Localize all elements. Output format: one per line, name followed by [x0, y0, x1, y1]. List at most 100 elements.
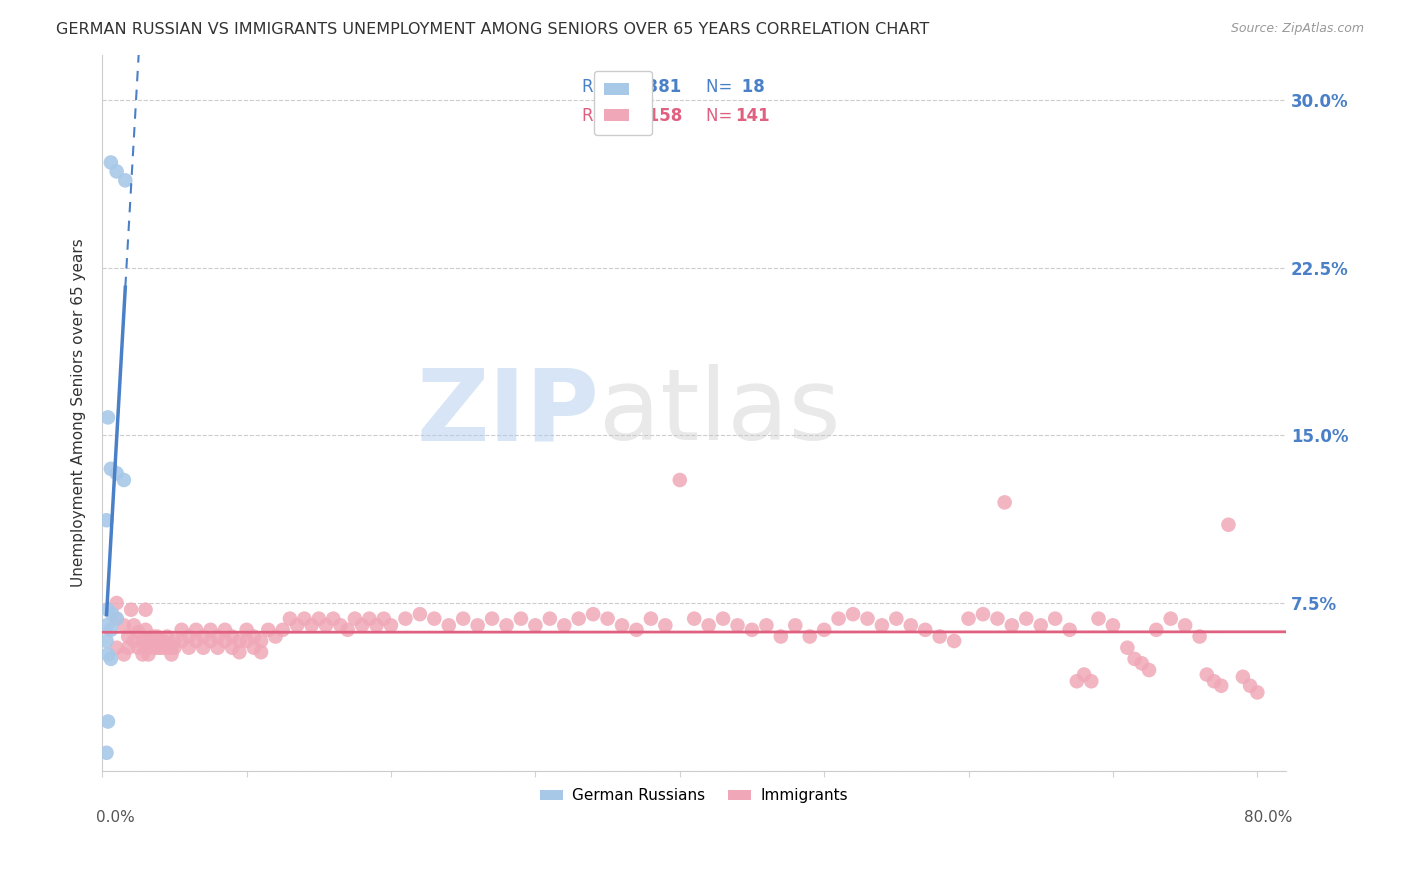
Point — [112, 648, 135, 662]
Point — [943, 634, 966, 648]
Point — [1130, 657, 1153, 671]
Point — [278, 612, 301, 626]
Point — [96, 746, 118, 760]
Point — [668, 473, 690, 487]
Point — [423, 612, 446, 626]
Point — [380, 618, 402, 632]
Point — [315, 618, 337, 632]
Point — [100, 623, 122, 637]
Point — [741, 623, 763, 637]
Point — [900, 618, 922, 632]
Point — [97, 648, 120, 662]
Point — [146, 630, 169, 644]
Text: 141: 141 — [735, 107, 770, 125]
Point — [373, 612, 395, 626]
Point — [1080, 674, 1102, 689]
Text: -0.158: -0.158 — [623, 107, 682, 125]
Point — [97, 714, 120, 729]
Point — [135, 623, 157, 637]
Text: atlas: atlas — [599, 365, 841, 461]
Text: ZIP: ZIP — [416, 365, 599, 461]
Point — [813, 623, 835, 637]
Point — [343, 612, 366, 626]
Point — [101, 607, 124, 622]
Point — [96, 618, 118, 632]
Point — [1174, 618, 1197, 632]
Point — [568, 612, 591, 626]
Point — [683, 612, 706, 626]
Point — [481, 612, 503, 626]
Point — [359, 612, 381, 626]
Point — [152, 634, 174, 648]
Point — [142, 640, 165, 655]
Point — [727, 618, 749, 632]
Text: Source: ZipAtlas.com: Source: ZipAtlas.com — [1230, 22, 1364, 36]
Point — [138, 634, 160, 648]
Point — [301, 618, 323, 632]
Point — [100, 462, 122, 476]
Text: R =: R = — [582, 107, 617, 125]
Point — [972, 607, 994, 622]
Point — [243, 630, 266, 644]
Point — [117, 630, 139, 644]
Point — [200, 634, 222, 648]
Point — [184, 634, 207, 648]
Point — [957, 612, 980, 626]
Point — [193, 640, 215, 655]
Point — [610, 618, 633, 632]
Point — [114, 173, 136, 187]
Point — [149, 634, 172, 648]
Point — [366, 618, 388, 632]
Point — [100, 155, 122, 169]
Point — [1001, 618, 1024, 632]
Point — [437, 618, 460, 632]
Point — [495, 618, 517, 632]
Point — [160, 648, 183, 662]
Text: N=: N= — [706, 107, 738, 125]
Point — [122, 618, 145, 632]
Point — [1144, 623, 1167, 637]
Point — [214, 623, 236, 637]
Point — [127, 625, 149, 640]
Point — [97, 410, 120, 425]
Point — [1073, 667, 1095, 681]
Point — [146, 640, 169, 655]
Point — [105, 596, 128, 610]
Point — [112, 618, 135, 632]
Point — [1015, 612, 1038, 626]
Point — [755, 618, 778, 632]
Point — [120, 603, 142, 617]
Point — [170, 634, 193, 648]
Point — [1188, 630, 1211, 644]
Point — [127, 640, 149, 655]
Point — [156, 630, 179, 644]
Point — [799, 630, 821, 644]
Point — [257, 623, 280, 637]
Point — [163, 640, 186, 655]
Point — [193, 630, 215, 644]
Text: 80.0%: 80.0% — [1244, 810, 1292, 825]
Point — [870, 618, 893, 632]
Point — [1043, 612, 1066, 626]
Point — [1160, 612, 1182, 626]
Point — [1211, 679, 1233, 693]
Point — [596, 612, 619, 626]
Point — [1102, 618, 1125, 632]
Point — [451, 612, 474, 626]
Point — [886, 612, 908, 626]
Point — [285, 618, 308, 632]
Point — [928, 630, 950, 644]
Point — [1218, 517, 1240, 532]
Point — [394, 612, 416, 626]
Point — [352, 618, 374, 632]
Point — [200, 623, 222, 637]
Point — [221, 630, 243, 644]
Point — [250, 645, 273, 659]
Point — [1066, 674, 1088, 689]
Point — [177, 630, 200, 644]
Point — [160, 640, 183, 655]
Point — [117, 640, 139, 655]
Point — [654, 618, 676, 632]
Point — [986, 612, 1008, 626]
Point — [1202, 674, 1225, 689]
